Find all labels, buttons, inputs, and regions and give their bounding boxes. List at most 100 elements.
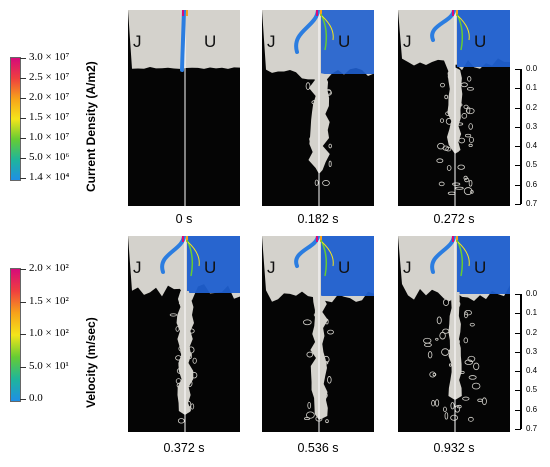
scale-tick	[515, 107, 521, 109]
droplet	[437, 142, 445, 150]
colorbar-tick	[20, 178, 26, 179]
droplet	[462, 396, 470, 401]
droplet	[324, 89, 332, 96]
label-j: J	[403, 258, 412, 277]
droplet	[311, 382, 317, 389]
panel-0536s: J U	[262, 236, 374, 432]
colorbar-tick	[20, 269, 26, 270]
scale-axis	[520, 69, 522, 204]
label-u: U	[474, 32, 487, 51]
droplet	[463, 311, 468, 319]
field-region	[321, 236, 374, 296]
time-label: 0.182 s	[297, 212, 339, 226]
scale-tick	[515, 165, 521, 167]
scale-tick	[515, 146, 521, 148]
colorbar-tick	[20, 118, 26, 119]
colorbar-tick-label: 1.0 × 10²	[29, 327, 69, 339]
droplet	[448, 363, 452, 367]
scale-tick-label: 0.3	[526, 121, 538, 131]
droplet	[175, 355, 182, 361]
droplet	[323, 355, 330, 364]
scale-tick	[515, 69, 521, 70]
droplet	[314, 179, 319, 186]
hot-spot	[320, 10, 322, 16]
hot-spot	[186, 236, 188, 242]
field-streak	[457, 15, 470, 41]
droplet	[441, 348, 450, 356]
droplet	[431, 400, 436, 407]
droplet	[468, 375, 477, 380]
current-density-colorbar-title: Current Density (A/m2)	[84, 61, 98, 192]
droplet	[181, 353, 187, 360]
droplet	[442, 328, 450, 334]
label-j: J	[133, 32, 142, 51]
droplet	[460, 82, 468, 88]
hot-spot	[182, 236, 184, 242]
colorbar-tick	[20, 334, 26, 335]
droplet	[176, 367, 184, 375]
scale-tick-label: 0.7	[526, 424, 538, 433]
time-label: 0.932 s	[433, 441, 475, 455]
droplet	[469, 322, 475, 327]
colorbar-tick-label: 2.5 × 10⁷	[29, 71, 70, 83]
droplet	[183, 344, 190, 352]
scale-tick-label: 0.5	[526, 160, 538, 170]
droplet	[317, 399, 323, 406]
droplet	[438, 181, 445, 187]
colorbar-tick-label: 1.0 × 10⁷	[29, 131, 70, 143]
scale-tick-label: 0.1	[526, 83, 538, 93]
droplet	[468, 143, 473, 148]
colorbar-tick	[20, 399, 26, 400]
droplet	[446, 165, 452, 171]
scale-tick	[515, 184, 521, 186]
droplet	[471, 382, 481, 390]
droplet	[452, 182, 461, 186]
colorbar-tick	[20, 366, 26, 368]
droplet	[453, 300, 461, 308]
droplet	[315, 388, 319, 393]
scale-tick	[515, 390, 521, 392]
droplet	[175, 378, 182, 384]
panel-0372s: J U	[128, 236, 240, 432]
droplet	[192, 357, 197, 364]
scale-tick-label: 0.5	[526, 385, 538, 395]
droplet	[463, 104, 469, 109]
colorbar-tick-label: 5.0 × 10¹	[29, 359, 69, 372]
droplet	[464, 133, 472, 138]
droplet	[435, 337, 439, 341]
label-j: J	[133, 258, 142, 277]
field-region	[321, 10, 374, 74]
droplet	[191, 372, 198, 379]
colorbar-tick-label: 2.0 × 10²	[29, 262, 69, 274]
droplet	[307, 401, 312, 409]
droplet	[314, 86, 322, 93]
droplet	[322, 180, 330, 187]
droplet	[453, 146, 460, 153]
label-u: U	[204, 258, 217, 277]
droplet	[313, 361, 321, 370]
droplet	[316, 325, 324, 330]
droplet	[450, 414, 459, 421]
droplet	[468, 179, 473, 187]
label-j: J	[267, 258, 276, 277]
colorbar-tick-label: 1.5 × 10⁷	[29, 111, 70, 123]
scale-tick-label: 0.3	[526, 346, 538, 356]
field-region	[187, 236, 240, 293]
colorbar-tick	[20, 58, 26, 59]
droplet	[436, 158, 444, 164]
time-label: 0 s	[175, 212, 193, 226]
scale-tick	[515, 204, 521, 205]
panel-0182s: J U	[262, 10, 374, 206]
colorbar-tick-label: 5.0 × 10⁶	[29, 151, 70, 163]
label-u: U	[338, 258, 351, 277]
droplet	[447, 74, 454, 80]
droplet	[325, 419, 329, 424]
droplet	[175, 326, 180, 332]
droplet	[443, 406, 447, 412]
droplet	[434, 399, 440, 407]
droplet	[465, 107, 475, 115]
current-density-colorbar	[10, 57, 21, 181]
time-label: 0.536 s	[297, 441, 339, 455]
hot-spot	[186, 10, 188, 16]
droplet	[309, 136, 315, 142]
